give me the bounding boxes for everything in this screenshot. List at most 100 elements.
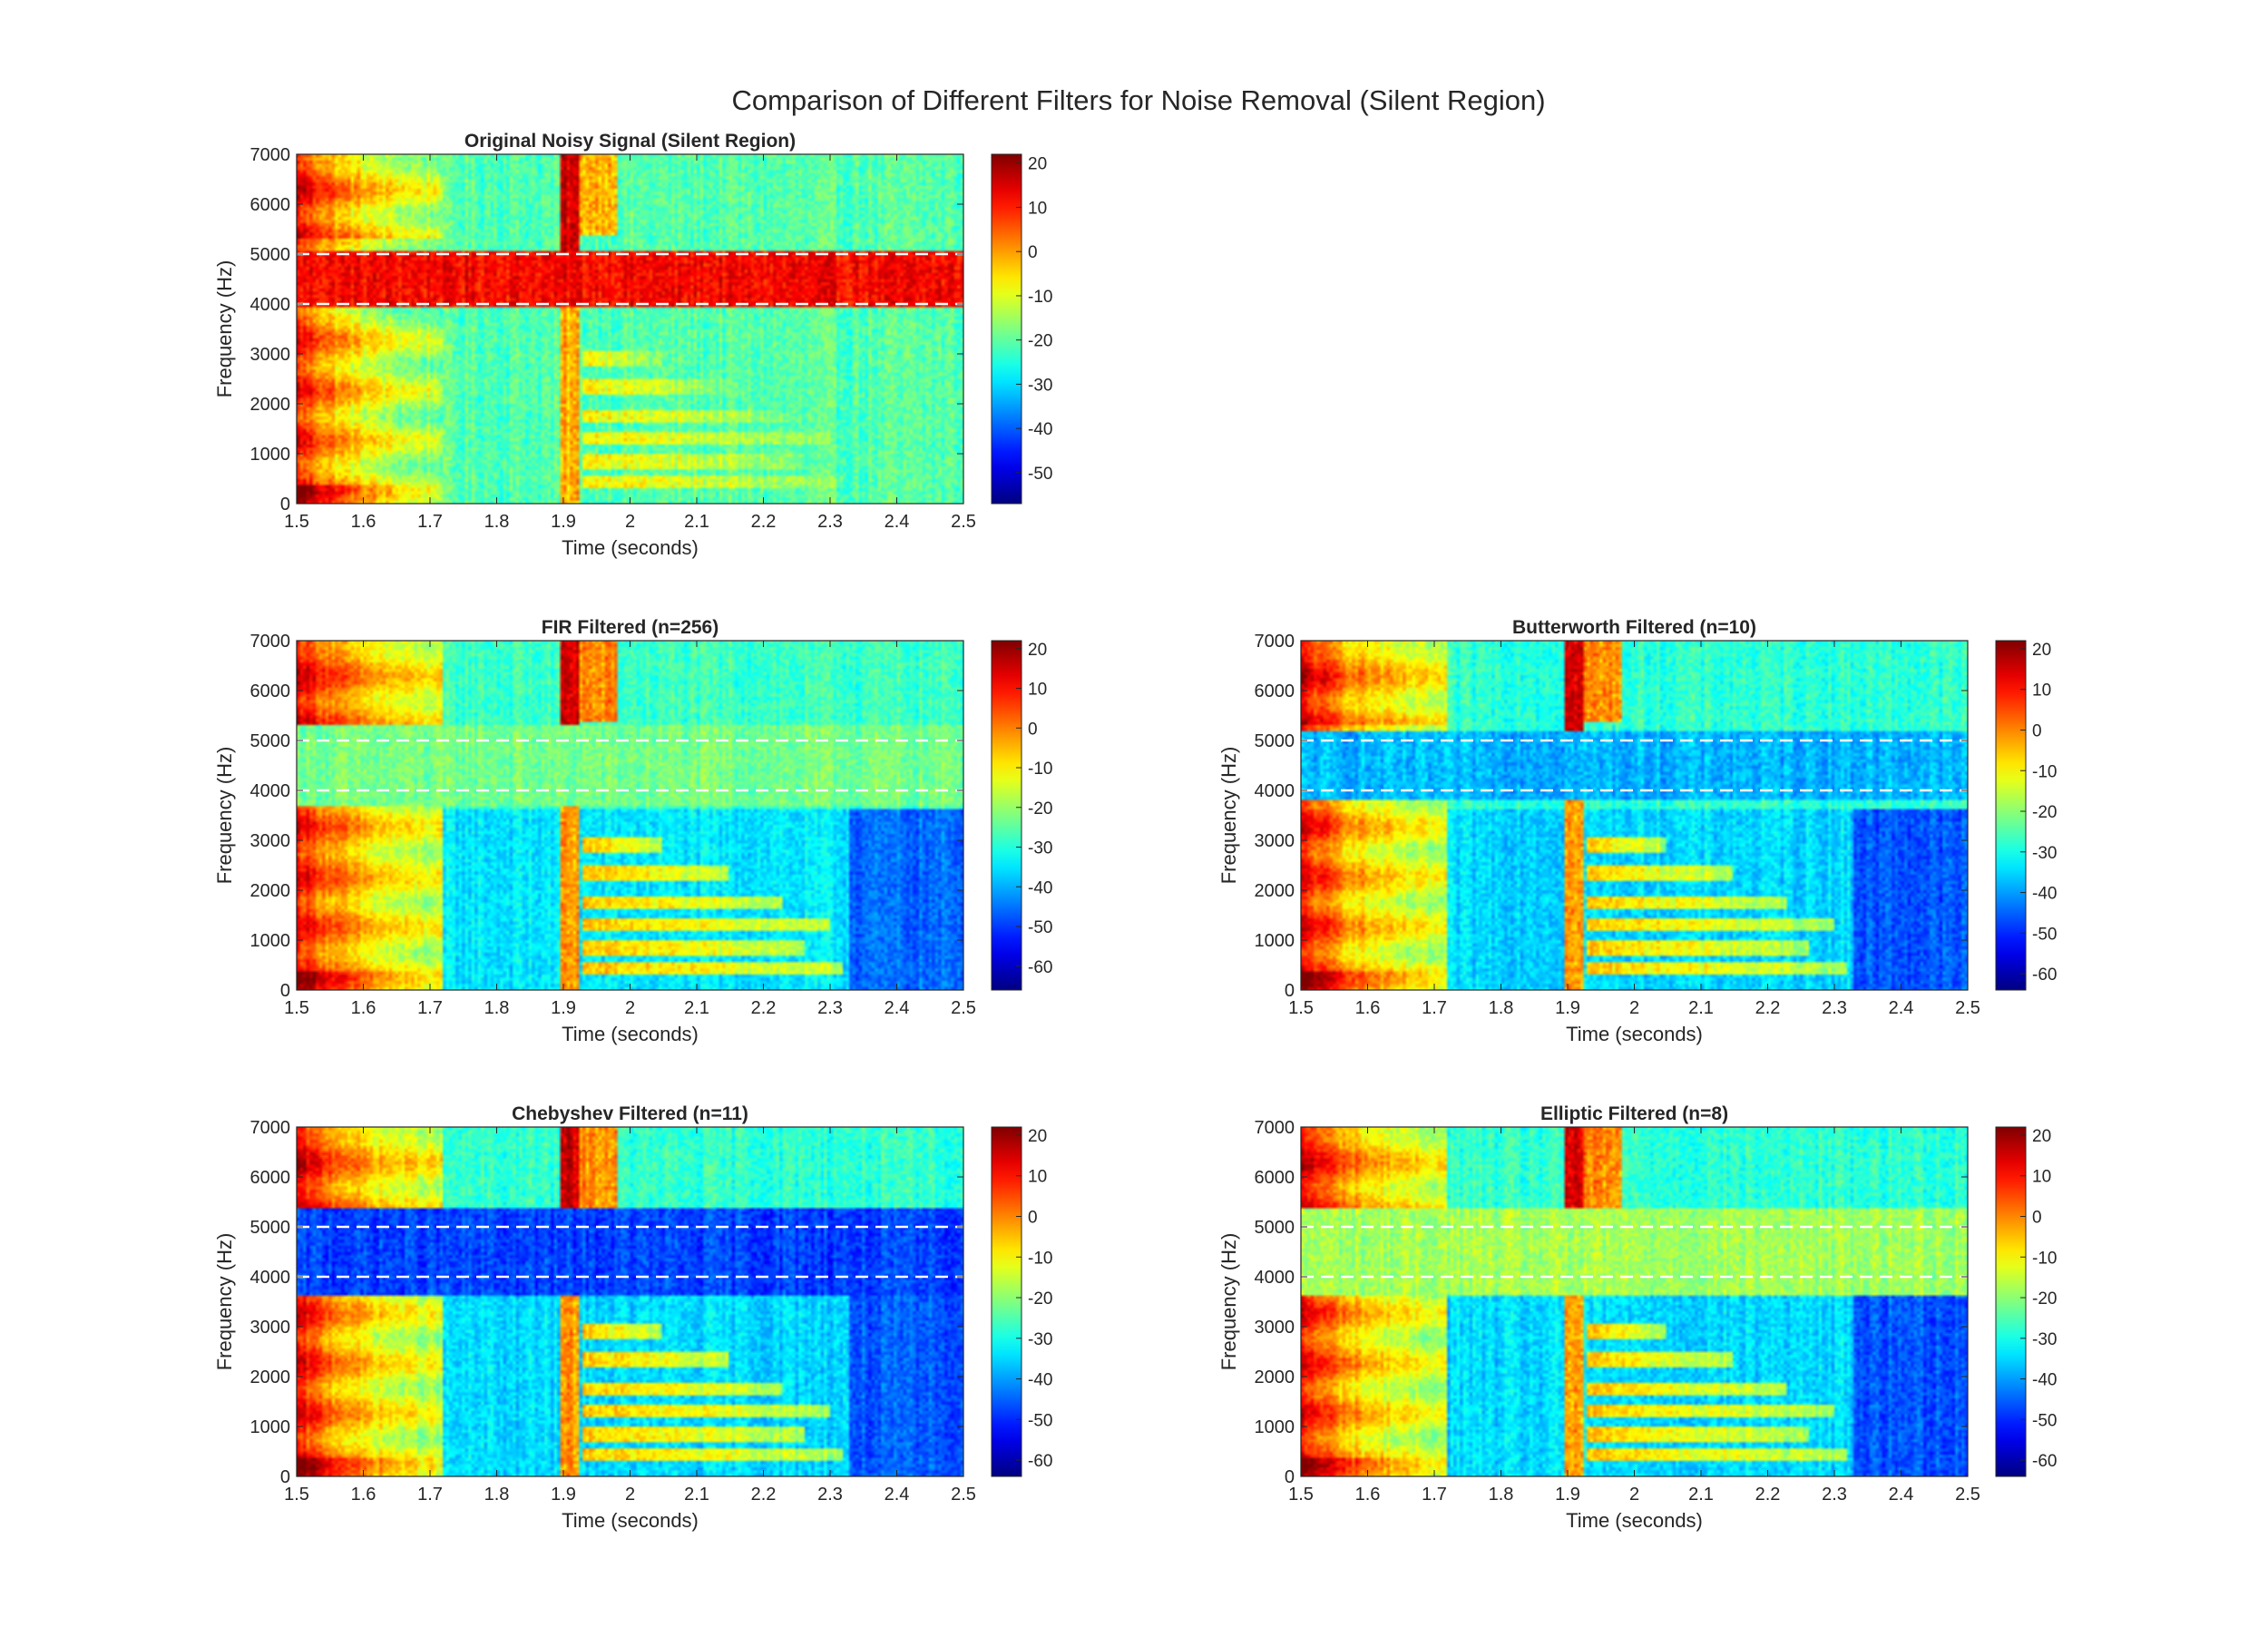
y-tick-label: 3000 [250,831,291,851]
y-tick-label: 1000 [1255,1417,1295,1437]
x-axis-label: Time (seconds) [1566,1023,1703,1045]
colorbar: 20 10 0 -10 -20 -30 -40 -50 -60 [1995,640,2057,991]
colorbar: 20 10 0 -10 -20 -30 -40 -50 -60 [991,1126,1052,1477]
subplot-title: Butterworth Filtered (n=10) [1512,617,1756,638]
x-tick-label: 2.4 [885,512,910,532]
x-tick-label: 1.6 [351,998,376,1018]
y-tick-label: 1000 [250,931,291,951]
x-tick-label: 2.1 [684,1485,709,1505]
y-tick-label: 2000 [250,881,291,901]
colorbar-gradient [991,153,1022,505]
x-tick-label: 2.5 [1955,1485,1980,1505]
x-tick-label: 1.6 [351,512,376,532]
spectrogram-image [297,1127,963,1476]
colorbar-tick-label: -50 [2032,1411,2057,1430]
x-tick-label: 1.8 [484,998,510,1018]
colorbar-tick-label: -40 [2032,1371,2057,1390]
subplot-title: Chebyshev Filtered (n=11) [512,1103,748,1124]
x-tick-label: 2.1 [684,998,709,1018]
spectrogram-image [297,641,963,990]
y-tick-label: 4000 [250,781,291,801]
x-tick-label: 2 [625,1485,635,1505]
x-axis-label: Time (seconds) [1566,1509,1703,1532]
y-tick-label: 1000 [1255,931,1295,951]
y-tick-label: 6000 [1255,1168,1295,1188]
colorbar-tick-label: -60 [2032,966,2057,985]
subplot-5: 1.5 1.6 1.7 1.8 1.9 2 2.1 2.2 2.3 2.4 2.5 0 1000 2000… [1217,1103,2057,1532]
y-axis-label: Frequency (Hz) [213,747,236,885]
colorbar-tick-label: -60 [2032,1452,2057,1471]
x-tick-label: 2.5 [1955,998,1980,1018]
colorbar: 20 10 0 -10 -20 -30 -40 -50 -60 [991,640,1052,991]
y-tick-label: 3000 [250,1318,291,1338]
x-tick-label: 2.2 [1755,998,1781,1018]
y-tick-label: 5000 [250,1218,291,1238]
colorbar-tick-label: 0 [1028,243,1038,262]
y-tick-label: 6000 [250,1168,291,1188]
x-tick-label: 1.6 [351,1485,376,1505]
x-axis-label: Time (seconds) [562,1509,699,1532]
colorbar-tick-label: -10 [2032,1249,2057,1268]
colorbar-tick-label: 20 [2032,1127,2051,1146]
y-tick-label: 6000 [250,681,291,701]
colorbar-tick-label: 10 [2032,1168,2051,1187]
y-axis-label: Frequency (Hz) [1217,1233,1240,1371]
colorbar-tick-label: -20 [2032,1289,2057,1309]
subplot-3: 1.5 1.6 1.7 1.8 1.9 2 2.1 2.2 2.3 2.4 2.5 0 1000 2000… [1217,617,2057,1045]
colorbar-tick-label: 20 [1028,155,1047,174]
spectrogram-image [1301,641,1968,990]
colorbar-tick-label: -20 [2032,803,2057,822]
x-tick-label: 1.5 [284,1485,309,1505]
subplot-1: 1.5 1.6 1.7 1.8 1.9 2 2.1 2.2 2.3 2.4 2.5 0 1000 2000… [213,131,1052,559]
y-tick-label: 0 [1285,1467,1295,1487]
x-tick-label: 1.5 [1288,998,1314,1018]
colorbar-tick-label: 0 [2032,721,2042,740]
subplot-title: Elliptic Filtered (n=8) [1540,1103,1728,1124]
colorbar-gradient [1995,640,2027,991]
colorbar-tick-label: -30 [1028,839,1052,858]
y-tick-label: 3000 [1255,1318,1295,1338]
x-tick-label: 1.5 [1288,1485,1314,1505]
x-tick-label: 2.4 [885,998,910,1018]
x-tick-label: 2.1 [684,512,709,532]
colorbar-tick-label: -50 [1028,465,1052,484]
x-tick-label: 1.6 [1355,1485,1381,1505]
colorbar-tick-label: 10 [2032,681,2051,701]
colorbar-tick-label: -10 [1028,1249,1052,1268]
x-tick-label: 1.9 [551,1485,576,1505]
x-tick-label: 2.2 [751,998,777,1018]
x-tick-label: 1.8 [1489,998,1514,1018]
colorbar-tick-label: -50 [1028,1411,1052,1430]
colorbar-gradient [991,640,1022,991]
x-tick-label: 1.7 [1422,1485,1447,1505]
y-axis-label: Frequency (Hz) [213,1233,236,1371]
colorbar-tick-label: -10 [2032,762,2057,781]
subplot-4: 1.5 1.6 1.7 1.8 1.9 2 2.1 2.2 2.3 2.4 2.5 0 1000 2000… [213,1103,1052,1532]
y-tick-label: 3000 [1255,831,1295,851]
y-tick-label: 6000 [1255,681,1295,701]
x-tick-label: 2.3 [817,998,843,1018]
y-tick-label: 2000 [1255,881,1295,901]
colorbar-tick-label: -40 [1028,1371,1052,1390]
y-tick-label: 1000 [250,445,291,465]
subplot-title: Original Noisy Signal (Silent Region) [464,131,796,152]
y-tick-label: 1000 [250,1417,291,1437]
y-tick-label: 2000 [250,395,291,415]
x-tick-label: 2.5 [951,998,976,1018]
y-tick-label: 3000 [250,345,291,365]
y-tick-label: 5000 [250,245,291,265]
figure-title: Comparison of Different Filters for Nois… [731,84,1545,116]
colorbar-tick-label: -10 [1028,760,1052,779]
x-tick-label: 1.7 [417,998,443,1018]
y-tick-label: 5000 [250,731,291,751]
x-tick-label: 1.9 [1555,998,1580,1018]
x-tick-label: 2.3 [1822,1485,1847,1505]
x-tick-label: 1.5 [284,998,309,1018]
x-tick-label: 1.8 [1489,1485,1514,1505]
y-tick-label: 7000 [1255,1118,1295,1138]
y-axis-label: Frequency (Hz) [213,260,236,398]
colorbar: 20 10 0 -10 -20 -30 -40 -50 -60 [1995,1126,2057,1477]
subplots: 1.5 1.6 1.7 1.8 1.9 2 2.1 2.2 2.3 2.4 2.5010002000… [213,131,2057,1532]
y-tick-label: 2000 [250,1368,291,1387]
colorbar-tick-label: -60 [1028,1452,1052,1471]
